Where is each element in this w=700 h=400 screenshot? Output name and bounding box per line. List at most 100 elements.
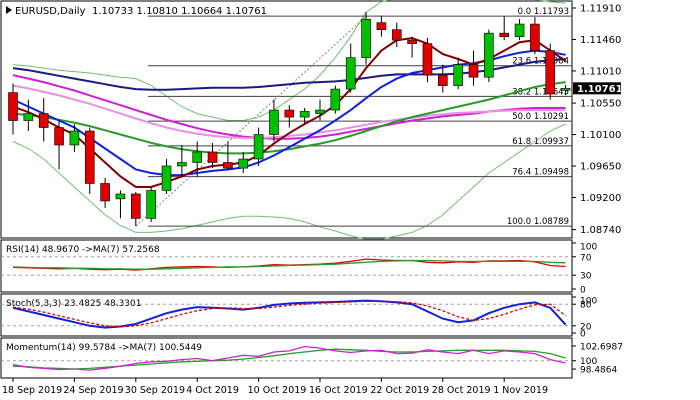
candle-body — [38, 113, 49, 128]
candle-body — [330, 88, 341, 111]
date-label: 10 Oct 2019 — [248, 385, 307, 396]
stoch-panel-frame — [0, 293, 573, 337]
mom-tick-label: 102.6987 — [580, 342, 623, 352]
price-tick-label: 1.10550 — [580, 99, 621, 110]
candle — [376, 15, 387, 37]
candle — [207, 142, 218, 169]
price-tick-label: 1.08740 — [580, 225, 621, 236]
date-label: 28 Oct 2019 — [432, 385, 491, 396]
price-tick-label: 1.10100 — [580, 130, 621, 141]
candle — [530, 17, 540, 55]
candle — [453, 57, 463, 90]
candle-body — [269, 109, 279, 135]
rsi-panel-frame — [0, 239, 573, 293]
date-label: 16 Oct 2019 — [309, 385, 368, 396]
candle — [514, 19, 525, 41]
rsi-tick-label: 0 — [580, 286, 586, 296]
candle-body — [361, 18, 371, 58]
candle — [269, 99, 279, 142]
candle — [330, 85, 341, 114]
candle-body — [345, 57, 356, 90]
date-label: 1 Nov 2019 — [493, 385, 548, 396]
candle — [146, 186, 156, 222]
candle — [23, 99, 34, 132]
candle-body — [407, 39, 417, 44]
bollinger-band-0 — [12, 0, 566, 121]
stoch-tick-label: 0 — [580, 330, 586, 340]
fib-level-label: 0.0 1.11793 — [518, 7, 569, 17]
date-label: 24 Sep 2019 — [63, 385, 123, 396]
candle-body — [238, 158, 249, 169]
candle-body — [315, 109, 325, 114]
stoch-tick-label: 100 — [580, 297, 597, 307]
candle-body — [560, 88, 571, 91]
candle — [361, 12, 371, 65]
candle — [422, 38, 433, 83]
candle — [177, 145, 187, 177]
candle-body — [84, 130, 95, 184]
fib-level-label: 50.0 1.10291 — [512, 112, 569, 122]
moving-average-2 — [12, 84, 566, 139]
fib-level-label: 76.4 1.09498 — [512, 168, 569, 178]
candle-body — [115, 193, 126, 200]
candle — [223, 141, 233, 170]
candlesticks — [8, 12, 571, 227]
candle-body — [177, 162, 187, 167]
candle — [499, 16, 510, 41]
rsi-label: RSI(14) 48.9670 ->MA(7) 57.2568 — [6, 245, 160, 255]
moving-average-1 — [12, 74, 566, 140]
candle-body — [484, 32, 494, 78]
candle-body — [223, 162, 233, 169]
candle-body — [131, 193, 141, 219]
candle — [484, 29, 494, 83]
price-tick-label: 1.11460 — [580, 35, 621, 46]
candle — [100, 177, 110, 208]
candle-body — [253, 134, 264, 160]
date-label: 18 Sep 2019 — [2, 385, 62, 396]
candle — [38, 98, 49, 142]
candle-body — [299, 111, 310, 118]
header: EURUSD,Daily 1.10733 1.10810 1.10664 1.1… — [6, 6, 267, 17]
price-tick-label: 1.09650 — [580, 161, 621, 172]
candle-body — [391, 29, 402, 41]
rsi-tick-label: 100 — [580, 243, 597, 253]
mom-series-1 — [12, 345, 566, 371]
candle-body — [69, 130, 80, 146]
candle — [54, 120, 64, 170]
candle — [253, 127, 264, 166]
current-price-marker: 1.10761 — [573, 82, 623, 95]
candle — [238, 152, 249, 173]
rsi-series-1 — [12, 259, 566, 270]
candle — [407, 36, 417, 58]
candle — [131, 191, 141, 227]
rsi-tick-label: 30 — [580, 272, 592, 282]
candle — [545, 43, 556, 100]
bollinger-band-1 — [12, 123, 566, 240]
header-arrow-icon — [6, 6, 12, 14]
fib-level-label: 61.8 1.09937 — [512, 137, 569, 147]
candle — [315, 99, 325, 121]
date-axis: 18 Sep 2019 24 Sep 2019 30 Sep 2019 4 Oct 2… — [2, 378, 548, 396]
candle — [345, 43, 356, 93]
candle — [299, 107, 310, 125]
candle-body — [514, 23, 525, 37]
candle-body — [499, 32, 510, 37]
fib-level-label: 100.0 1.08789 — [507, 217, 569, 227]
date-label: 22 Oct 2019 — [370, 385, 429, 396]
main-panel-frame — [0, 0, 573, 239]
candle-body — [8, 92, 18, 121]
candle — [391, 22, 402, 48]
candle-body — [545, 50, 556, 95]
momentum-panel: Momentum(14) 99.5784 ->MA(7) 100.5449 10… — [0, 337, 623, 379]
candle-body — [100, 183, 110, 202]
candle — [84, 127, 95, 194]
candle-body — [161, 165, 172, 191]
stoch-tick-label: 80 — [580, 301, 592, 311]
momentum-label: Momentum(14) 99.5784 ->MA(7) 100.5449 — [6, 343, 202, 353]
candle — [69, 124, 80, 153]
candle — [192, 141, 202, 177]
